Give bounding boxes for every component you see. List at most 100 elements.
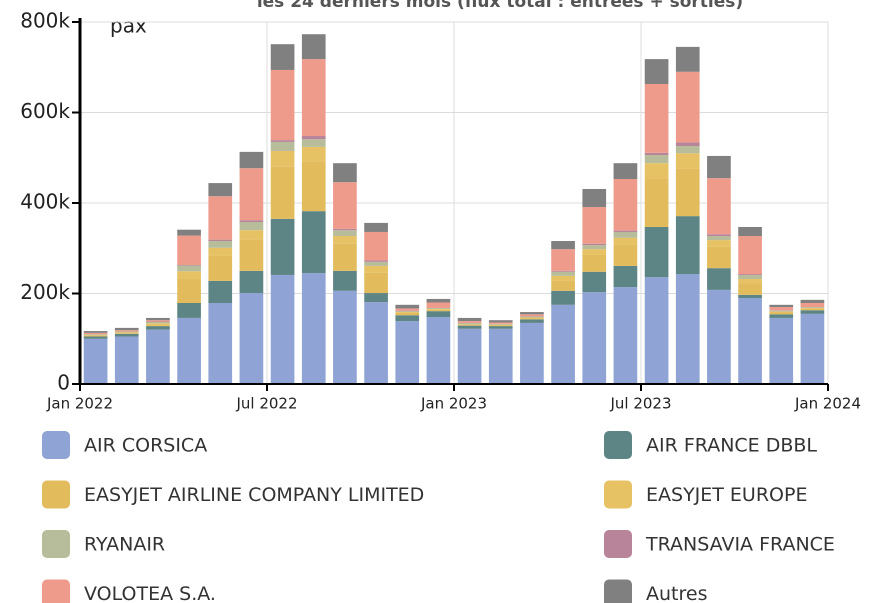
bar-segment [488, 320, 513, 323]
bar-segment [675, 168, 700, 217]
bar-segment [364, 222, 388, 232]
bar-segment [395, 312, 420, 313]
bar-segment [551, 271, 575, 276]
legend-label: TRANSAVIA FRANCE [645, 534, 835, 556]
bar-segment [426, 309, 451, 312]
bar-segment [364, 302, 388, 384]
bar-segment [675, 274, 700, 384]
bar-segment [675, 145, 700, 154]
legend-label: EASYJET AIRLINE COMPANY LIMITED [84, 484, 424, 506]
bar-segment [551, 249, 575, 271]
bar-segment [333, 230, 357, 237]
bar-segment [239, 270, 264, 294]
bar-segment [613, 265, 638, 288]
legend-swatch [42, 480, 70, 509]
bar-segment [488, 328, 513, 384]
bar-segment [426, 307, 451, 309]
axes: 0 200k 400k 600k 800k Jan 2022 Jul 2022 Jan 202… [20, 9, 861, 413]
legend-swatch [42, 579, 70, 603]
bar-segment [457, 325, 482, 329]
bar-segment [582, 188, 607, 208]
bar-segment [239, 293, 264, 384]
bar-segment [270, 69, 295, 141]
y-tick-label: 400k [20, 190, 70, 214]
bar-segment [613, 163, 638, 180]
bar-segment [239, 230, 264, 240]
bar-segment [146, 329, 170, 384]
bar-segment [270, 141, 295, 151]
bar-segment [769, 307, 794, 311]
bar-segment [707, 234, 731, 237]
bar-segment [364, 272, 388, 294]
legend-swatch [604, 431, 632, 459]
chart-title: les 24 derniers mois (flux total : entré… [257, 0, 743, 12]
bar-segment [208, 183, 233, 197]
bar-segment [769, 304, 794, 308]
legend-swatch [604, 480, 632, 509]
bar-segment [769, 312, 794, 315]
bar-segment [675, 216, 700, 275]
bar-segment [364, 261, 388, 266]
bar-segment [800, 307, 825, 309]
bar-segment [177, 265, 201, 272]
bar-segment [333, 270, 357, 291]
bar-segment [83, 336, 108, 339]
bar-segment [707, 268, 731, 290]
bar-segment [707, 240, 731, 247]
bar-segment [426, 317, 451, 384]
bar-segment [488, 326, 513, 329]
bar-segment [582, 292, 607, 384]
bar-segment [488, 323, 513, 325]
bar-segment [83, 332, 108, 335]
bar-segment [644, 277, 669, 384]
bar-segment [551, 241, 575, 250]
bar-segment [83, 335, 108, 337]
bar-segment [333, 182, 357, 229]
bar-segment [333, 236, 357, 244]
bar-segment [738, 283, 762, 295]
bar-segment [301, 161, 326, 212]
bar-segment [644, 163, 669, 179]
bar-segment [520, 319, 544, 323]
bar-segment [426, 298, 451, 303]
bar-segment [301, 59, 326, 137]
bar-segment [395, 312, 420, 316]
legend-swatch [604, 530, 632, 558]
bar-segment [800, 308, 825, 311]
bar-segment [707, 155, 731, 179]
bar-segment [426, 311, 451, 318]
bar-segment [551, 280, 575, 291]
bar-segment [582, 245, 607, 250]
legend-label: Autres [646, 583, 707, 603]
bar-segment [644, 226, 669, 278]
bar-segment [239, 220, 264, 223]
bar-segment [551, 270, 575, 272]
bar-segment [395, 311, 420, 313]
bar-segment [800, 307, 825, 308]
bar-segment [707, 178, 731, 235]
bar-segment [769, 311, 794, 313]
bar-segment [488, 322, 513, 324]
bar-segment [769, 317, 794, 384]
bar-segment [146, 320, 170, 322]
bar-segment [333, 228, 357, 231]
bar-segment [707, 236, 731, 241]
bar-segment [582, 243, 607, 246]
bar-segment [644, 178, 669, 227]
bar-segment [457, 324, 482, 326]
bar-segment [395, 315, 420, 322]
bar-segment [208, 247, 233, 256]
bar-segment [675, 153, 700, 169]
bar-segment [239, 151, 264, 169]
bar-segment [551, 275, 575, 281]
x-tick-label: Jul 2023 [609, 395, 671, 413]
bar-segment [520, 317, 544, 320]
bar-segment [457, 321, 482, 323]
bar-segment [239, 222, 264, 231]
bar-segment [301, 273, 326, 384]
bar-segment [208, 255, 233, 281]
y-tick-label: 600k [20, 99, 70, 123]
bar-segment [457, 328, 482, 384]
bar-segment [301, 139, 326, 147]
bar-segment [270, 44, 295, 70]
